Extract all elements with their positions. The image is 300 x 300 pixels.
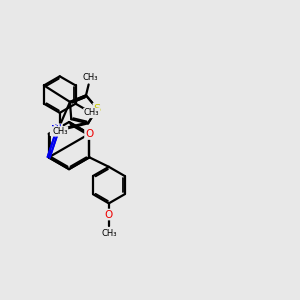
Text: O: O — [85, 129, 94, 139]
Text: O: O — [85, 129, 94, 139]
Text: O: O — [105, 209, 113, 220]
Text: CH₃: CH₃ — [84, 109, 99, 118]
Text: CH₃: CH₃ — [52, 127, 68, 136]
Text: N: N — [51, 125, 58, 135]
Text: CH₃: CH₃ — [82, 73, 98, 82]
Text: CH₃: CH₃ — [101, 229, 117, 238]
Text: N: N — [54, 124, 62, 134]
Text: S: S — [94, 103, 101, 114]
Text: S: S — [94, 103, 101, 114]
